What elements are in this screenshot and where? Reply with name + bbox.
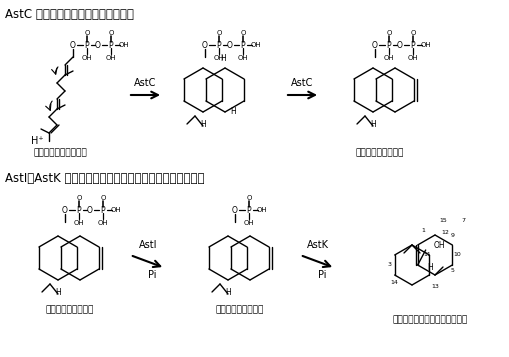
Text: OH: OH: [407, 55, 417, 61]
Text: OH: OH: [256, 207, 267, 213]
Text: Pi: Pi: [317, 270, 326, 280]
Text: 7: 7: [460, 217, 464, 222]
Text: P: P: [246, 206, 251, 215]
Text: O: O: [202, 40, 208, 50]
Text: H: H: [427, 263, 432, 272]
Text: OH: OH: [237, 55, 248, 61]
Text: O: O: [410, 30, 415, 36]
Text: P: P: [100, 206, 105, 215]
Text: AstC: AstC: [291, 78, 313, 88]
Text: 15: 15: [438, 217, 446, 222]
Text: O: O: [95, 40, 101, 50]
Text: P: P: [108, 40, 113, 50]
Text: H: H: [230, 107, 235, 116]
Text: O: O: [100, 195, 105, 201]
Text: 12: 12: [441, 230, 449, 235]
Text: 10: 10: [452, 252, 460, 257]
Text: O: O: [372, 40, 377, 50]
Text: P: P: [386, 40, 390, 50]
Text: Pi: Pi: [148, 270, 156, 280]
Text: O: O: [397, 40, 402, 50]
Text: O: O: [385, 30, 391, 36]
Text: ドリム－８－エン－１１オール: ドリム－８－エン－１１オール: [391, 315, 467, 324]
Text: 3: 3: [387, 262, 391, 267]
Text: OH: OH: [110, 207, 121, 213]
Text: AstK: AstK: [306, 240, 328, 250]
Text: AstC によるセスキテルペン環化反応: AstC によるセスキテルペン環化反応: [5, 8, 134, 21]
Text: P: P: [76, 206, 81, 215]
Text: H: H: [224, 288, 231, 297]
Text: OH: OH: [213, 55, 224, 61]
Text: O: O: [70, 40, 76, 50]
Text: 9: 9: [450, 232, 454, 237]
Text: 1: 1: [420, 227, 424, 232]
Text: OH: OH: [105, 55, 116, 61]
Text: ドリマニルーリン酸: ドリマニルーリン酸: [215, 305, 264, 314]
Text: OH: OH: [119, 42, 129, 48]
Text: P: P: [216, 40, 221, 50]
Text: H: H: [55, 288, 61, 297]
Text: AstI、AstK によるドリマニルニリン酸の脱リン酸化反応: AstI、AstK によるドリマニルニリン酸の脱リン酸化反応: [5, 172, 204, 185]
Text: OH: OH: [98, 220, 108, 226]
Text: P: P: [240, 40, 245, 50]
Text: OH: OH: [250, 42, 261, 48]
Text: O: O: [232, 206, 238, 215]
Text: ドリマニルニリン酸: ドリマニルニリン酸: [46, 305, 94, 314]
Text: OH: OH: [73, 220, 84, 226]
Text: ドリマニルニリン酸: ドリマニルニリン酸: [355, 148, 404, 157]
Text: H: H: [220, 54, 225, 63]
Text: OH: OH: [383, 55, 393, 61]
Text: H⁺: H⁺: [31, 136, 43, 146]
Text: O: O: [87, 206, 93, 215]
Text: 14: 14: [389, 281, 397, 286]
Text: OH: OH: [420, 42, 431, 48]
Text: 13: 13: [430, 283, 438, 288]
Text: OH: OH: [81, 55, 92, 61]
Text: O: O: [84, 30, 90, 36]
Text: OH: OH: [433, 241, 444, 250]
Text: AstI: AstI: [138, 240, 157, 250]
Text: O: O: [246, 195, 251, 201]
Text: O: O: [216, 30, 221, 36]
Text: P: P: [410, 40, 414, 50]
Text: O: O: [76, 195, 81, 201]
Text: 11: 11: [423, 252, 431, 257]
Text: O: O: [227, 40, 233, 50]
Text: O: O: [62, 206, 68, 215]
Text: ファルネシルニリン酸: ファルネシルニリン酸: [33, 148, 87, 157]
Text: 5: 5: [450, 267, 454, 272]
Text: OH: OH: [243, 220, 254, 226]
Text: H: H: [370, 120, 375, 129]
Text: P: P: [84, 40, 89, 50]
Text: H: H: [200, 120, 206, 129]
Text: AstC: AstC: [134, 78, 156, 88]
Text: O: O: [240, 30, 245, 36]
Text: O: O: [108, 30, 114, 36]
